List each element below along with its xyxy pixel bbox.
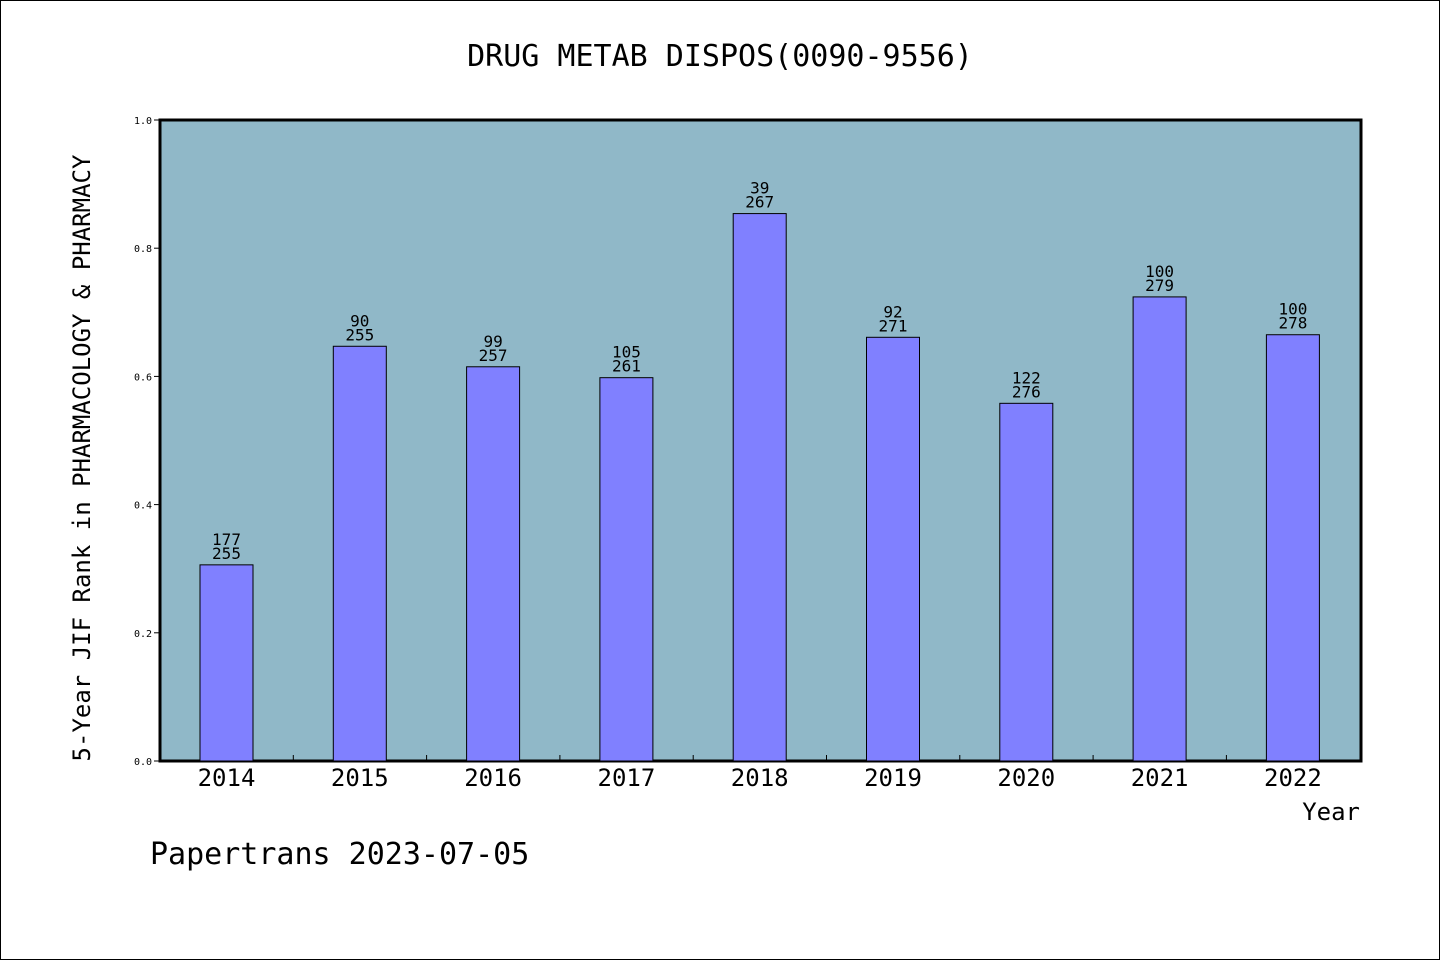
- x-tick-label: 2020: [997, 764, 1055, 792]
- bar-rank-label: 92: [883, 302, 902, 321]
- bar-rank-label: 100: [1145, 262, 1174, 281]
- bar-rank-label: 39: [750, 179, 769, 198]
- chart-title: DRUG METAB DISPOS(0090-9556): [467, 39, 973, 74]
- x-tick-label: 2021: [1131, 764, 1189, 792]
- bar-total-label: 271: [879, 316, 908, 335]
- bar-rank-label: 122: [1012, 368, 1041, 387]
- x-tick-label: 2017: [598, 764, 656, 792]
- bar-total-label: 261: [612, 357, 641, 376]
- x-tick-label: 2014: [198, 764, 256, 792]
- bar-2016: [466, 366, 521, 762]
- bar-total-label: 255: [212, 544, 241, 563]
- bar-2021: [1132, 296, 1187, 762]
- y-tick-label: 0.0: [134, 757, 152, 768]
- bar-2020: [999, 402, 1054, 762]
- bar-total-label: 257: [479, 346, 508, 365]
- bar-rank-label: 105: [612, 343, 641, 362]
- bar-total-label: 267: [745, 193, 774, 212]
- x-tick-label: 2015: [331, 764, 389, 792]
- bar-2017: [599, 377, 654, 762]
- bar-rank-label: 90: [350, 311, 369, 330]
- bar-2019: [866, 336, 920, 762]
- bar-2018: [732, 213, 787, 762]
- y-tick-label: 0.6: [134, 372, 152, 383]
- x-tick-label: 2019: [864, 764, 922, 792]
- x-tick-label: 2018: [731, 764, 789, 792]
- footer-text: Papertrans 2023-07-05: [150, 837, 529, 872]
- bar-rank-label: 99: [483, 332, 502, 351]
- bar-2015: [332, 345, 387, 762]
- bar-rank-label: 100: [1278, 300, 1307, 319]
- bar-total-label: 279: [1145, 276, 1174, 295]
- bar-total-label: 276: [1012, 382, 1041, 401]
- y-tick-label: 0.8: [134, 244, 152, 255]
- bar-total-label: 255: [345, 325, 374, 344]
- ticks-group: 0.0 0.2 0.4 0.6 0.8 1.0 2014 2015 2016 2017 2018 20…: [134, 116, 1322, 792]
- bar-rank-label: 177: [212, 530, 241, 549]
- x-axis-label: Year: [1302, 798, 1360, 826]
- y-axis-label: 5-Year JIF Rank in PHARMACOLOGY & PHARMA…: [68, 154, 96, 761]
- y-tick-label: 1.0: [134, 116, 152, 127]
- y-tick-label: 0.4: [134, 501, 152, 512]
- bar-2014: [199, 564, 254, 762]
- x-tick-label: 2022: [1264, 764, 1322, 792]
- bar-total-label: 278: [1278, 314, 1307, 333]
- bar-2022: [1265, 334, 1320, 762]
- y-tick-label: 0.2: [134, 629, 152, 640]
- x-tick-label: 2016: [464, 764, 522, 792]
